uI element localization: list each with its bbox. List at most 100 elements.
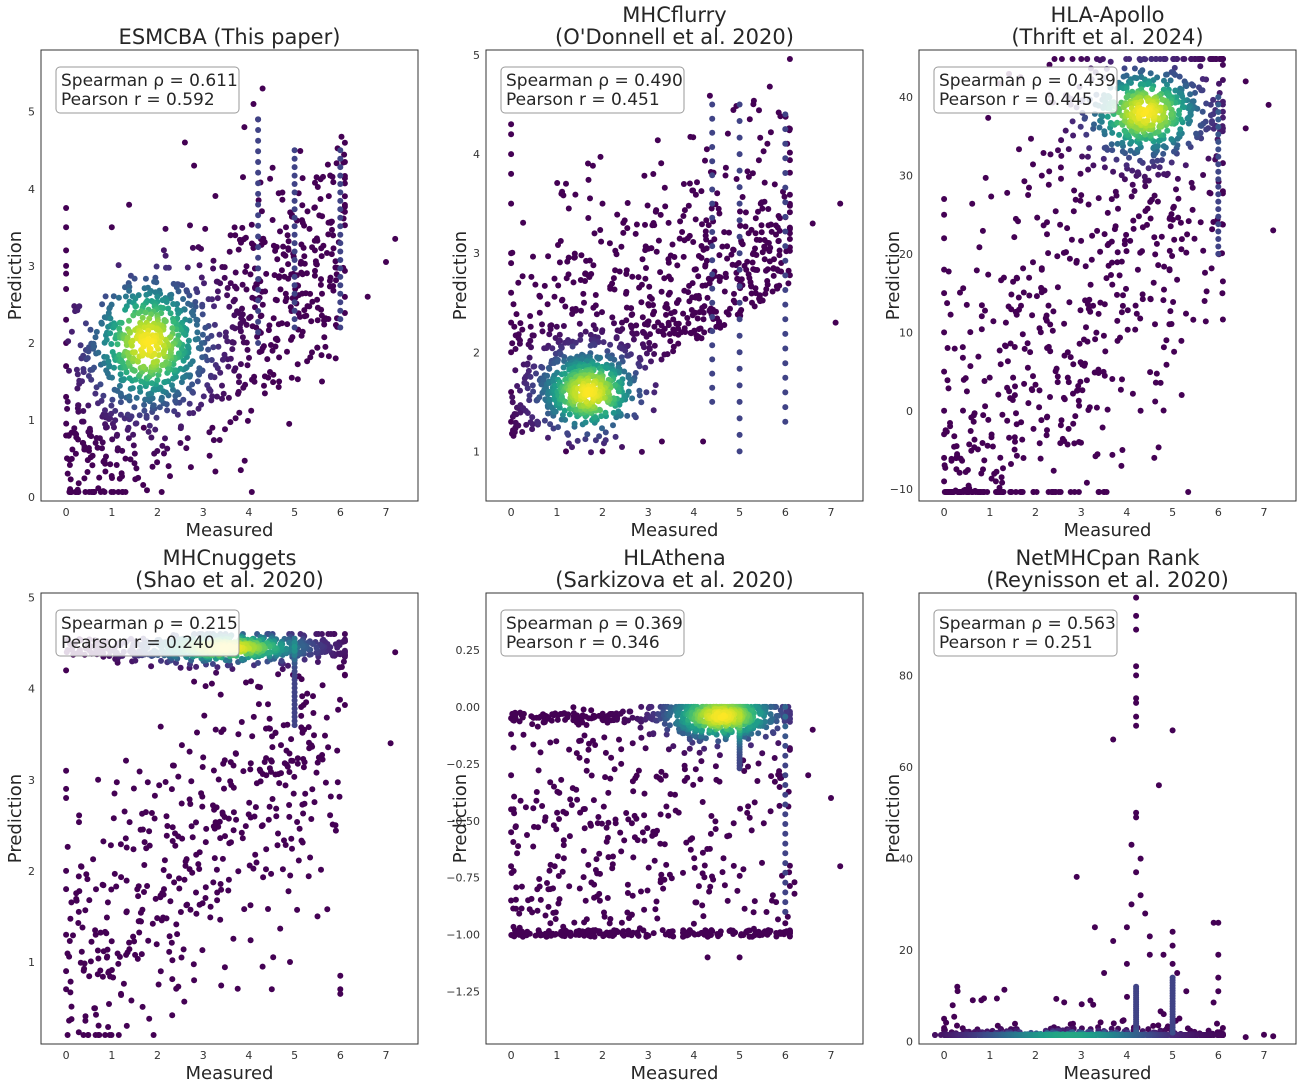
scatter-point [508,289,515,296]
scatter-point [178,742,185,749]
scatter-point [84,355,91,361]
scatter-point [255,127,262,133]
y-tick-label: 4 [473,148,480,161]
scatter-point [202,839,209,846]
scatter-point [291,197,298,204]
scatter-point [264,356,271,363]
scatter-point [261,390,268,397]
scatter-point [640,329,647,336]
scatter-point [224,338,231,345]
scatter-point [620,229,627,236]
scatter-point [87,958,94,965]
scatter-point [1215,123,1222,130]
scatter-point [115,262,122,269]
scatter-point [1058,152,1065,159]
scatter-point [206,429,213,436]
scatter-point [969,200,976,207]
scatter-point [998,474,1005,481]
scatter-point [556,331,563,338]
scatter-point [195,345,202,351]
scatter-point [1029,312,1036,319]
scatter-point [116,351,123,358]
scatter-point [270,954,277,961]
scatter-point [791,890,798,897]
scatter-point [537,293,544,300]
scatter-point [249,376,255,383]
scatter-point [80,418,87,425]
scatter-point [1167,223,1174,230]
scatter-point [985,114,992,121]
scatter-point [103,336,110,343]
scatter-point [624,352,631,359]
scatter-point [692,216,699,223]
scatter-point [216,437,223,443]
x-tick-label: 2 [154,1049,161,1062]
scatter-point [1160,143,1167,150]
scatter-point [337,316,344,323]
scatter-point [971,410,978,417]
scatter-point [275,190,282,197]
scatter-point [782,243,789,250]
scatter-point [1172,87,1179,94]
scatter-point [80,366,87,372]
scatter-point [64,1032,71,1038]
scatter-point [229,324,236,331]
scatter-point [275,830,281,837]
y-axis-label: Prediction [5,231,26,320]
scatter-point [571,254,578,261]
scatter-point [73,895,80,902]
scatter-point [512,367,519,374]
scatter-point [589,162,596,169]
scatter-point [214,393,220,400]
scatter-point [776,247,783,254]
scatter-point [79,924,86,931]
scatter-point [691,266,698,273]
scatter-point [952,487,959,494]
scatter-point [96,435,103,442]
scatter-point [239,835,246,842]
scatter-point [324,161,331,168]
scatter-point [99,445,105,452]
scatter-point [247,937,254,944]
scatter-point [291,189,298,196]
scatter-point [222,333,229,340]
scatter-point [963,301,970,308]
scatter-point [135,893,142,900]
scatter-point [217,369,224,376]
scatter-point [219,264,226,270]
scatter-point [700,246,707,253]
scatter-point [633,221,640,228]
scatter-point [169,838,176,844]
scatter-point [302,790,309,797]
scatter-point [769,288,776,295]
scatter-point [1184,231,1191,238]
scatter-point [291,164,298,171]
scatter-point [533,370,539,377]
scatter-point [244,362,251,369]
scatter-point [92,439,99,446]
scatter-point [329,226,335,233]
scatter-point [1137,57,1144,64]
scatter-point [146,828,153,835]
scatter-point [621,368,628,375]
scatter-point [95,1022,102,1029]
scatter-point [162,435,168,442]
scatter-point [1076,402,1083,409]
scatter-point [1026,274,1033,281]
scatter-point [519,429,526,435]
scatter-point [512,346,519,352]
scatter-point [283,747,290,754]
scatter-point [1139,248,1145,255]
scatter-point [278,742,284,749]
scatter-point [1097,248,1104,255]
scatter-point [539,321,545,328]
scatter-point [208,680,215,687]
scatter-points [508,56,844,456]
scatter-point [99,973,106,980]
scatter-point [180,296,187,302]
scatter-point [178,954,185,961]
scatter-point [514,383,521,389]
scatter-point [243,263,250,270]
scatter-point [250,245,257,251]
scatter-point [269,164,276,171]
